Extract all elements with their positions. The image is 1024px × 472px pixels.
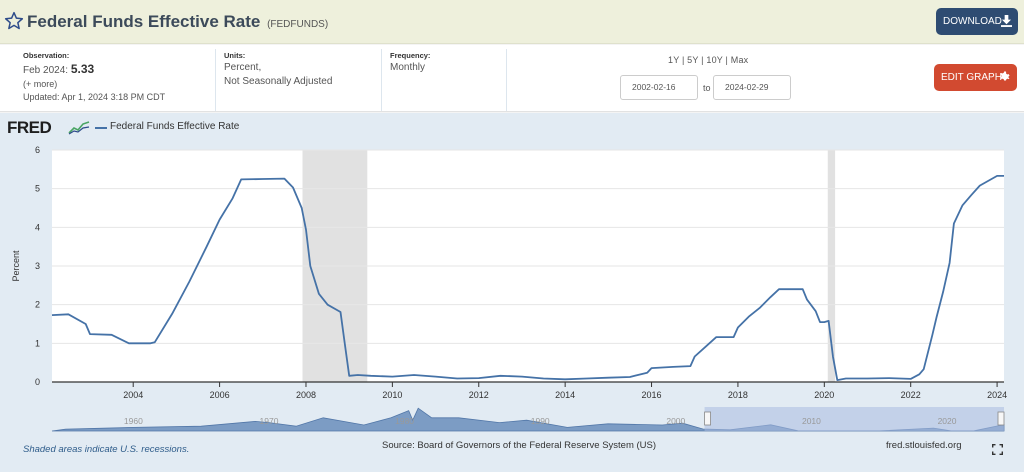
fullscreen-icon[interactable] [992, 444, 1003, 455]
end-date-input[interactable]: 2024-02-29 [713, 75, 791, 100]
navigator-tick-label: 1990 [531, 416, 550, 426]
site-link[interactable]: fred.stlouisfed.org [886, 440, 962, 451]
y-tick-label: 0 [35, 377, 40, 387]
series-title: Federal Funds Effective Rate [27, 12, 261, 31]
fred-logo: FRED [7, 118, 52, 137]
to-label: to [703, 83, 711, 93]
meta-divider [381, 49, 382, 111]
navigator-selection[interactable] [704, 407, 1004, 431]
y-tick-label: 1 [35, 338, 40, 348]
navigator-tick-label: 2000 [666, 416, 685, 426]
navigator-handle[interactable] [997, 411, 1005, 426]
download-button[interactable]: DOWNLOAD [936, 8, 1018, 35]
navigator-handle[interactable] [704, 411, 711, 426]
x-tick-label: 2006 [210, 390, 230, 400]
series-line [51, 175, 1004, 382]
units-line1: Percent, [224, 62, 262, 73]
chart-panel: FRED Federal Funds Effective Rate 0 1 2 3 4 5… [0, 113, 1024, 472]
edit-graph-label: EDIT GRAPH [941, 72, 1002, 83]
frequency-label: Frequency: [390, 51, 431, 60]
download-icon [1001, 15, 1012, 27]
y-tick-label: 3 [35, 261, 40, 271]
fred-logo-chart-icon [68, 119, 90, 135]
navigator-tick-label: 1960 [124, 416, 143, 426]
updated-timestamp: Updated: Apr 1, 2024 3:18 PM CDT [23, 92, 166, 102]
x-tick-label: 2014 [555, 390, 575, 400]
navigator-tick-label: 1970 [260, 416, 279, 426]
y-tick-label: 2 [35, 300, 40, 310]
navigator-tick-label: 2020 [938, 416, 957, 426]
recession-note: Shaded areas indicate U.S. recessions. [23, 444, 190, 455]
y-tick-label: 6 [35, 145, 40, 155]
navigator-tick-label: 2010 [802, 416, 821, 426]
units-label: Units: [224, 51, 246, 60]
observation-date: Feb 2024: [23, 65, 69, 76]
x-tick-label: 2018 [728, 390, 748, 400]
x-tick-label: 2010 [382, 390, 402, 400]
frequency-value: Monthly [390, 62, 426, 73]
navigator-tick-label: 1980 [395, 416, 414, 426]
x-tick-label: 2016 [642, 390, 662, 400]
header-bar: Federal Funds Effective Rate (FEDFUNDS) … [0, 0, 1024, 44]
series-metadata-row: Observation: Feb 2024: 5.33 (+ more) Upd… [0, 45, 1024, 112]
y-axis-label: Percent [11, 250, 21, 282]
x-tick-label: 2004 [123, 390, 143, 400]
legend-swatch [95, 127, 107, 129]
page-title: Federal Funds Effective Rate (FEDFUNDS) [27, 12, 328, 32]
source-text: Source: Board of Governors of the Federa… [382, 440, 657, 451]
edit-graph-button[interactable]: EDIT GRAPH [934, 64, 1017, 91]
y-tick-label: 5 [35, 184, 40, 194]
x-tick-label: 2012 [469, 390, 489, 400]
gear-icon [1000, 71, 1010, 81]
observation-label: Observation: [23, 51, 70, 60]
range-selector[interactable]: 1Y | 5Y | 10Y | Max [668, 55, 749, 65]
y-tick-label: 4 [35, 222, 40, 232]
x-tick-label: 2020 [814, 390, 834, 400]
x-tick-label: 2022 [901, 390, 921, 400]
chart-svg[interactable]: 0 1 2 3 4 5 6 2004 2006 2008 2010 2012 2014 2016 2018 2… [0, 113, 1024, 472]
start-date-input[interactable]: 2002-02-16 [620, 75, 698, 100]
download-label: DOWNLOAD [943, 16, 1002, 27]
x-tick-label: 2024 [987, 390, 1007, 400]
meta-divider [215, 49, 216, 111]
observation-line: Feb 2024: 5.33 [23, 62, 94, 78]
more-observations-link[interactable]: (+ more) [23, 79, 58, 89]
meta-divider [506, 49, 507, 111]
star-outline-icon[interactable] [4, 11, 24, 31]
series-id: (FEDFUNDS) [267, 19, 329, 30]
x-tick-label: 2008 [296, 390, 316, 400]
units-line2: Not Seasonally Adjusted [224, 76, 333, 87]
legend-label: Federal Funds Effective Rate [110, 121, 240, 132]
observation-value: 5.33 [70, 62, 95, 76]
